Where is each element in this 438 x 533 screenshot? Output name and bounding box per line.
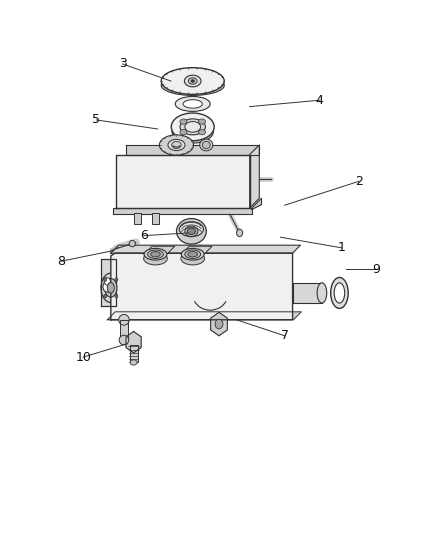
Polygon shape xyxy=(101,259,116,306)
Ellipse shape xyxy=(171,113,214,141)
Ellipse shape xyxy=(180,130,187,135)
Ellipse shape xyxy=(172,119,214,143)
Ellipse shape xyxy=(180,119,187,124)
Text: 2: 2 xyxy=(355,175,363,188)
Ellipse shape xyxy=(161,68,224,94)
Polygon shape xyxy=(107,312,301,320)
Ellipse shape xyxy=(180,119,205,135)
Ellipse shape xyxy=(115,294,118,298)
Polygon shape xyxy=(144,246,175,254)
Ellipse shape xyxy=(101,273,121,303)
Text: 10: 10 xyxy=(75,351,91,364)
Ellipse shape xyxy=(130,360,137,365)
Ellipse shape xyxy=(331,278,348,309)
Ellipse shape xyxy=(185,122,201,132)
Ellipse shape xyxy=(181,248,204,260)
Ellipse shape xyxy=(105,278,117,297)
Ellipse shape xyxy=(107,282,114,293)
Text: 1: 1 xyxy=(338,241,346,254)
Ellipse shape xyxy=(202,141,210,149)
Ellipse shape xyxy=(187,228,195,235)
Ellipse shape xyxy=(183,100,202,108)
Bar xyxy=(152,213,159,224)
Ellipse shape xyxy=(161,75,224,95)
Polygon shape xyxy=(181,246,212,254)
Ellipse shape xyxy=(175,96,210,111)
Ellipse shape xyxy=(185,250,201,259)
Ellipse shape xyxy=(180,222,203,237)
Text: 4: 4 xyxy=(316,94,324,107)
Ellipse shape xyxy=(129,240,135,247)
Ellipse shape xyxy=(181,252,205,265)
Text: 8: 8 xyxy=(57,255,65,268)
Ellipse shape xyxy=(148,250,163,259)
Polygon shape xyxy=(130,345,138,362)
Ellipse shape xyxy=(177,219,206,244)
Ellipse shape xyxy=(168,140,185,150)
Ellipse shape xyxy=(159,135,194,155)
Ellipse shape xyxy=(104,278,110,285)
Polygon shape xyxy=(111,245,300,253)
Polygon shape xyxy=(126,145,259,155)
Polygon shape xyxy=(252,198,261,209)
Ellipse shape xyxy=(151,252,160,257)
Ellipse shape xyxy=(317,283,327,303)
Ellipse shape xyxy=(172,141,181,149)
Ellipse shape xyxy=(104,278,107,281)
Ellipse shape xyxy=(144,252,167,265)
Polygon shape xyxy=(293,284,322,303)
Ellipse shape xyxy=(198,119,205,124)
Text: 3: 3 xyxy=(119,58,127,70)
Polygon shape xyxy=(116,155,250,208)
Ellipse shape xyxy=(200,139,213,151)
Ellipse shape xyxy=(215,319,223,329)
Bar xyxy=(134,213,141,224)
Ellipse shape xyxy=(115,278,118,281)
Text: 5: 5 xyxy=(92,114,100,126)
Polygon shape xyxy=(126,332,141,353)
Ellipse shape xyxy=(188,252,198,257)
Polygon shape xyxy=(120,320,128,340)
Ellipse shape xyxy=(188,78,197,84)
Ellipse shape xyxy=(119,314,129,325)
Ellipse shape xyxy=(185,226,198,237)
Ellipse shape xyxy=(103,281,112,292)
Ellipse shape xyxy=(144,248,167,260)
Ellipse shape xyxy=(198,130,205,135)
Polygon shape xyxy=(113,208,252,214)
Ellipse shape xyxy=(184,75,201,87)
Polygon shape xyxy=(111,253,293,320)
Text: 9: 9 xyxy=(373,263,381,276)
Text: 7: 7 xyxy=(281,329,289,342)
Polygon shape xyxy=(250,145,259,208)
Ellipse shape xyxy=(119,335,129,345)
Text: 6: 6 xyxy=(141,229,148,242)
Ellipse shape xyxy=(334,283,345,303)
Ellipse shape xyxy=(237,229,243,237)
Ellipse shape xyxy=(191,80,194,82)
Ellipse shape xyxy=(104,294,107,298)
Polygon shape xyxy=(211,312,227,336)
